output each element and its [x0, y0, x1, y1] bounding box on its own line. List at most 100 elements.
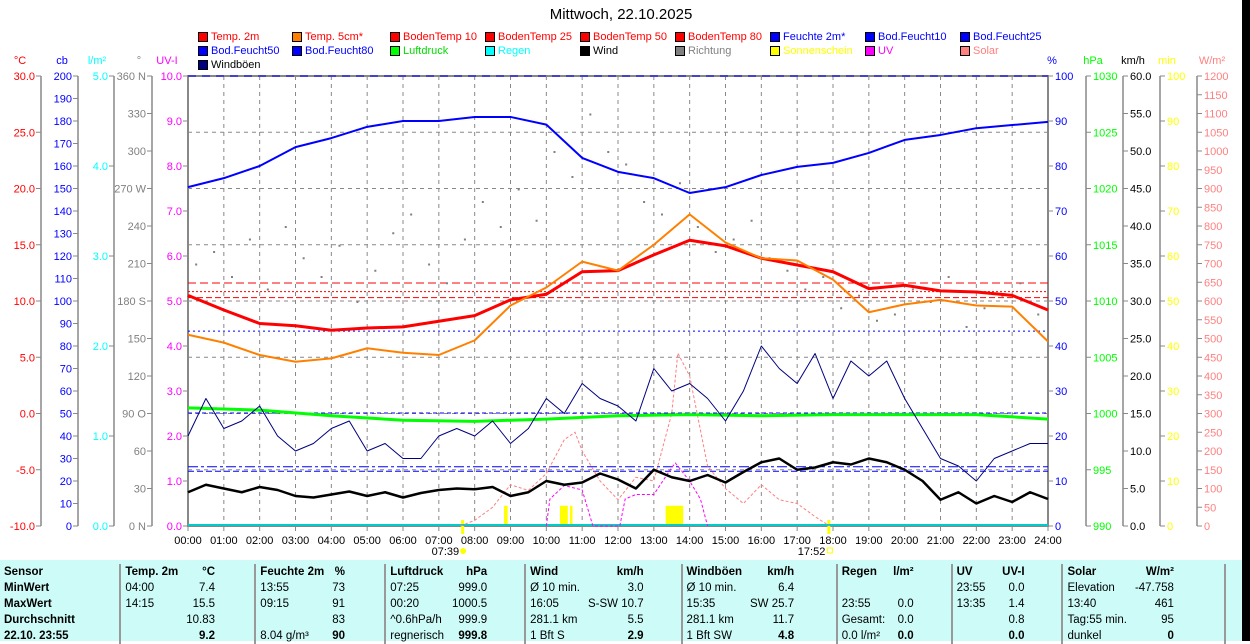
legend-item: BodenTemp 25 [485, 31, 572, 43]
column-separator [917, 628, 953, 644]
axis-tick-label: 35.0 [1130, 259, 1151, 271]
axis-tick-label: 110 [54, 274, 72, 286]
stats-cell: Gesamt: [841, 614, 886, 626]
axis-unit-label: km/h [1121, 55, 1145, 67]
richtung-dot [1019, 282, 1022, 285]
axis-tick-label: 1000 [1093, 409, 1117, 421]
column-separator [219, 596, 257, 612]
axis-tick-label: 50 [1055, 296, 1067, 308]
series-solar [460, 351, 830, 527]
stats-cell: 0.0 l/m² [841, 630, 881, 642]
legend-label: Wind [593, 45, 619, 57]
legend-label: Bod.Feucht50 [211, 45, 280, 57]
axis-tick-label: 15.0 [1130, 409, 1151, 421]
axis-tick-label: 5.0 [167, 296, 182, 308]
stats-cell: 1.4 [1008, 598, 1025, 610]
stats-cell: Luftdruck [390, 566, 444, 578]
column-separator [1028, 612, 1064, 628]
axis-tick-label: 1150 [1204, 90, 1228, 102]
x-tick-label: 05:00 [353, 535, 381, 547]
legend-label: Sonnenschein [783, 45, 853, 57]
axis-tick-label: 70 [1055, 206, 1067, 218]
axis-tick-label: 5.0 [93, 71, 108, 83]
stats-cell: 461 [1154, 598, 1174, 610]
stats-cell: 91 [332, 598, 346, 610]
x-tick-label: 12:00 [604, 535, 632, 547]
axis-tick-label: 0 N [129, 521, 146, 533]
column-separator [219, 580, 257, 596]
sunshine-bar [559, 505, 568, 526]
legend-swatch [390, 46, 400, 56]
moon-icon [826, 547, 833, 554]
richtung-dot [499, 226, 502, 228]
axis-tick-label: 6.0 [167, 251, 182, 263]
axis-tick-label: 1030 [1093, 71, 1117, 83]
stats-cell: 15:35 [686, 598, 716, 610]
stats-cell: Solar [1067, 566, 1097, 578]
axis-tick-label: 650 [1204, 277, 1222, 289]
legend-swatch [770, 46, 780, 56]
axis-tick-label: 20 [1055, 431, 1067, 443]
axis-tick-label: 1015 [1093, 240, 1117, 252]
richtung-dot [356, 301, 359, 303]
axis-tick-label: 30.0 [14, 71, 35, 83]
axis-unit-label: W/m² [1199, 55, 1226, 67]
stats-row: Durchschnitt 10.83 83 ^0.6hPa/h 999.9 281.1 k… [0, 612, 1242, 628]
legend-item: Luftdruck [390, 45, 448, 57]
axis-tick-label: 10 [1055, 476, 1067, 488]
richtung-dot [732, 238, 735, 241]
legend-swatch [960, 32, 970, 42]
legend-item: Bod.Feucht10 [865, 31, 947, 43]
stats-cell [120, 612, 182, 628]
axis-tick-label: 40 [1167, 341, 1179, 353]
axis-tick-label: 5.0 [1130, 484, 1145, 496]
stats-cell: hPa [466, 566, 488, 578]
series-luftdruck [187, 406, 1049, 423]
axis-tick-label: 0.0 [167, 521, 182, 533]
axis-tick-label: 950 [1204, 165, 1222, 177]
column-separator [1028, 580, 1064, 596]
richtung-dot [947, 276, 950, 278]
legend-label: BodenTemp 50 [593, 31, 667, 43]
column-separator [798, 596, 838, 612]
column-separator [349, 628, 387, 644]
richtung-dot [661, 213, 663, 216]
axis-tick-label: 3.0 [167, 386, 182, 398]
axis-tick-label: 10.0 [14, 296, 35, 308]
axis-unit-label: cb [56, 55, 68, 67]
axis-tick-label: 750 [1204, 240, 1222, 252]
legend-swatch [485, 46, 495, 56]
legend-item: BodenTemp 50 [580, 31, 667, 43]
stats-cell: 10.83 [186, 614, 216, 626]
richtung-dot [463, 238, 466, 241]
stats-panel: Sensor Temp. 2m °C Feuchte 2m% Luftdruck hPa W… [0, 560, 1242, 644]
column-separator [491, 612, 527, 628]
legend-swatch [580, 32, 590, 42]
stats-cell: 1 Bft S [530, 630, 565, 642]
stats-cell: l/m² [893, 566, 914, 578]
axis-tick-label: 1050 [1204, 127, 1228, 139]
column-separator [219, 564, 257, 580]
richtung-dot [571, 176, 574, 178]
x-tick-label: 14:00 [676, 535, 704, 547]
axis-unit-label: min [1158, 55, 1176, 67]
legend-label: Bod.Feucht25 [973, 31, 1042, 43]
legend-swatch [675, 32, 685, 42]
legend-item: BodenTemp 10 [390, 31, 477, 43]
column-separator [917, 596, 953, 612]
column-separator [798, 612, 838, 628]
x-tick-label: 03:00 [282, 535, 310, 547]
stats-cell: 13:55 [260, 582, 290, 594]
richtung-dot [248, 238, 251, 241]
column-separator [84, 612, 122, 628]
axis-tick-label: 60 [60, 386, 72, 398]
stats-cell: Wind [530, 566, 559, 578]
x-tick-label: 10:00 [533, 535, 561, 547]
axis-tick-label: 30.0 [1130, 296, 1151, 308]
axis-tick-label: 100 [1204, 484, 1222, 496]
axis-tick-label: 180 S [117, 296, 146, 308]
axis-tick-label: 140 [54, 206, 72, 218]
stats-cell: km/h [616, 566, 644, 578]
stats-cell: 7.4 [199, 582, 216, 594]
legend-item: Wind [580, 45, 618, 57]
